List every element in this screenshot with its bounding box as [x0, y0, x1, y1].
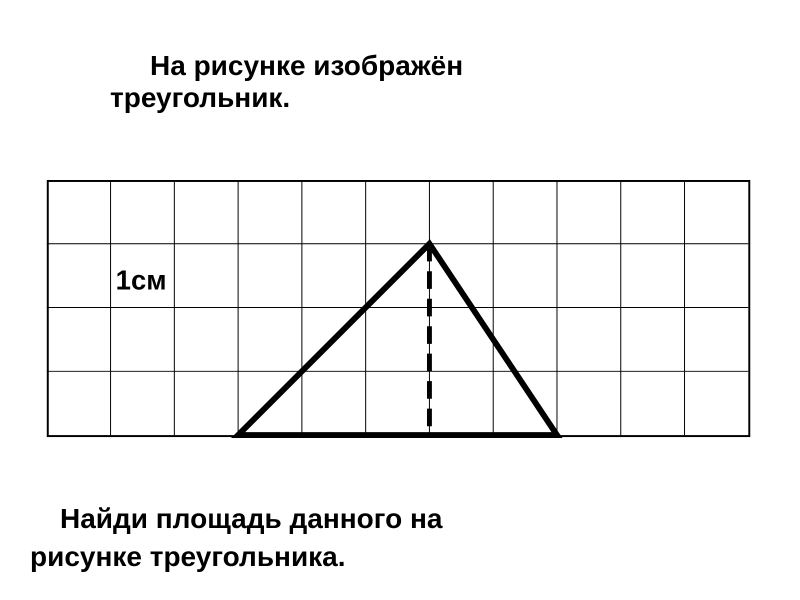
- figure-grid: 1см: [20, 180, 780, 440]
- title-line-2: треугольник.: [110, 82, 630, 114]
- grid-svg: 1см: [20, 180, 780, 440]
- title-line-1: На рисунке изображён: [110, 50, 630, 82]
- title-block: На рисунке изображён треугольник.: [110, 50, 630, 114]
- svg-text:1см: 1см: [116, 265, 167, 296]
- question-line-1: Найди площадь данного на: [30, 503, 442, 534]
- question-line-2: рисунке треугольника.: [30, 541, 346, 572]
- question-text: Найди площадь данного на рисунке треугол…: [30, 500, 770, 576]
